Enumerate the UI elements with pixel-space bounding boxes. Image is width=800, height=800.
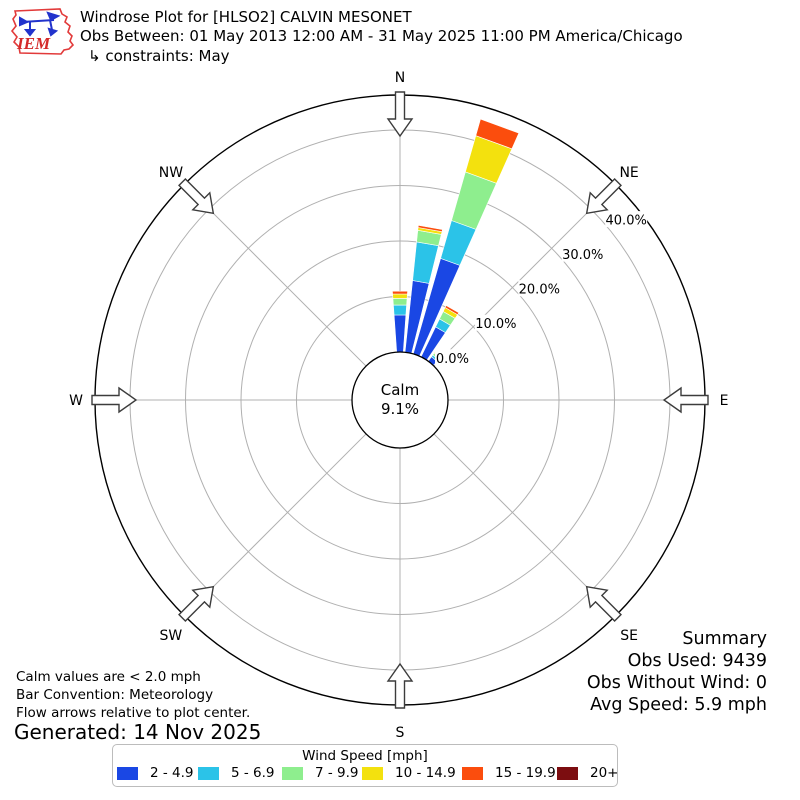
legend-swatch: [362, 766, 383, 780]
windrose-bar-20deg-seg-4: [475, 118, 520, 150]
iowa-outline: [10, 8, 74, 55]
compass-label-ne: NE: [619, 165, 638, 181]
plot-constraints: ↳ constraints: May: [88, 46, 230, 65]
flow-arrow-sw: [178, 585, 215, 622]
compass-label-sw: SW: [160, 628, 183, 644]
summary-obs-used: Obs Used: 9439: [627, 651, 767, 671]
summary-avg-speed: Avg Speed: 5.9 mph: [590, 695, 767, 715]
grid-spoke-225deg: [183, 433, 367, 617]
legend-label: 5 - 6.9: [231, 765, 275, 781]
legend-item-2-4.9: 2 - 4.9: [117, 765, 194, 781]
legend-label: 15 - 19.9: [495, 765, 556, 781]
legend-swatch: [282, 766, 303, 780]
ring-label-0pct: 0.0%: [436, 352, 469, 367]
compass-label-nw: NW: [159, 165, 183, 181]
flow-arrow-w: [91, 386, 138, 414]
legend-item-5-6.9: 5 - 6.9: [198, 765, 275, 781]
legend-item-20+: 20+: [557, 765, 619, 781]
iem-logo-text: IEM: [16, 34, 51, 53]
grid-spoke-45deg: [433, 183, 617, 367]
legend-swatch: [198, 766, 219, 780]
legend-swatch: [462, 766, 483, 780]
weather-vane-icon: [19, 11, 61, 37]
ring-label-bg-30: [561, 245, 604, 262]
windrose-bar-10deg-seg-1: [412, 241, 439, 284]
windrose-bar-0deg-seg-4: [392, 290, 408, 295]
plot-title: Windrose Plot for [HLSO2] CALVIN MESONET: [80, 8, 412, 26]
legend-swatch: [117, 766, 138, 780]
footnotes: Calm values are < 2.0 mph Bar Convention…: [16, 668, 250, 722]
ring-label-bg-40: [605, 211, 648, 228]
summary-obs-without-wind: Obs Without Wind: 0: [586, 673, 767, 693]
legend-item-15-19.9: 15 - 19.9: [462, 765, 556, 781]
calm-value: 9.1%: [381, 400, 419, 418]
windrose-bar-0deg-seg-2: [392, 298, 408, 306]
legend-item-7-9.9: 7 - 9.9: [282, 765, 359, 781]
compass-label-se: SE: [620, 628, 638, 644]
legend-label: 20+: [590, 765, 619, 781]
compass-label-s: S: [396, 725, 405, 741]
windrose-bar-0deg-seg-3: [392, 293, 408, 299]
legend-box: [112, 744, 618, 787]
calm-circle: [351, 351, 449, 449]
flow-arrow-ne: [585, 178, 622, 215]
ring-label-20pct: 20.0%: [519, 283, 560, 298]
summary-title: Summary: [682, 629, 767, 649]
ring-label-40pct: 40.0%: [606, 214, 647, 229]
grid-spoke-315deg: [183, 183, 367, 367]
legend-label: 7 - 9.9: [315, 765, 359, 781]
ring-label-10pct: 10.0%: [475, 317, 516, 332]
compass-label-e: E: [720, 393, 729, 409]
footnote-arrows: Flow arrows relative to plot center.: [16, 705, 251, 721]
legend-swatch: [557, 766, 578, 780]
legend-item-10-14.9: 10 - 14.9: [362, 765, 456, 781]
iem-logo: IEM: [10, 8, 74, 55]
windrose-bar-30deg-seg-4: [444, 305, 460, 316]
ring-label-bg-0: [435, 349, 470, 366]
footnote-convention: Bar Convention: Meteorology: [16, 687, 214, 703]
grid-spoke-135deg: [433, 433, 617, 617]
flow-arrow-e: [662, 386, 709, 414]
flow-arrow-nw: [178, 178, 215, 215]
compass-label-n: N: [395, 70, 405, 86]
flow-arrow-n: [386, 91, 414, 138]
ring-label-30pct: 30.0%: [562, 248, 603, 263]
legend-title: Wind Speed [mph]: [302, 748, 428, 764]
windrose-bar-10deg-seg-4: [417, 224, 443, 233]
flow-arrow-se: [585, 585, 622, 622]
windrose-bar-0deg-seg-1: [393, 304, 407, 316]
summary-block: Summary Obs Used: 9439 Obs Without Wind:…: [587, 628, 767, 716]
generated-timestamp: Generated: 14 Nov 2025: [14, 720, 262, 744]
windrose-bar-0deg-seg-0: [393, 314, 407, 353]
ring-label-bg-20: [518, 280, 561, 297]
ring-label-bg-10: [474, 314, 517, 331]
plot-subtitle: Obs Between: 01 May 2013 12:00 AM - 31 M…: [80, 27, 683, 46]
legend-label: 10 - 14.9: [395, 765, 456, 781]
compass-label-w: W: [69, 393, 83, 409]
calm-label: Calm: [381, 381, 419, 399]
flow-arrow-s: [386, 662, 414, 709]
footnote-calm: Calm values are < 2.0 mph: [16, 669, 201, 685]
legend-label: 2 - 4.9: [150, 765, 194, 781]
header: Windrose Plot for [HLSO2] CALVIN MESONET…: [80, 8, 683, 66]
